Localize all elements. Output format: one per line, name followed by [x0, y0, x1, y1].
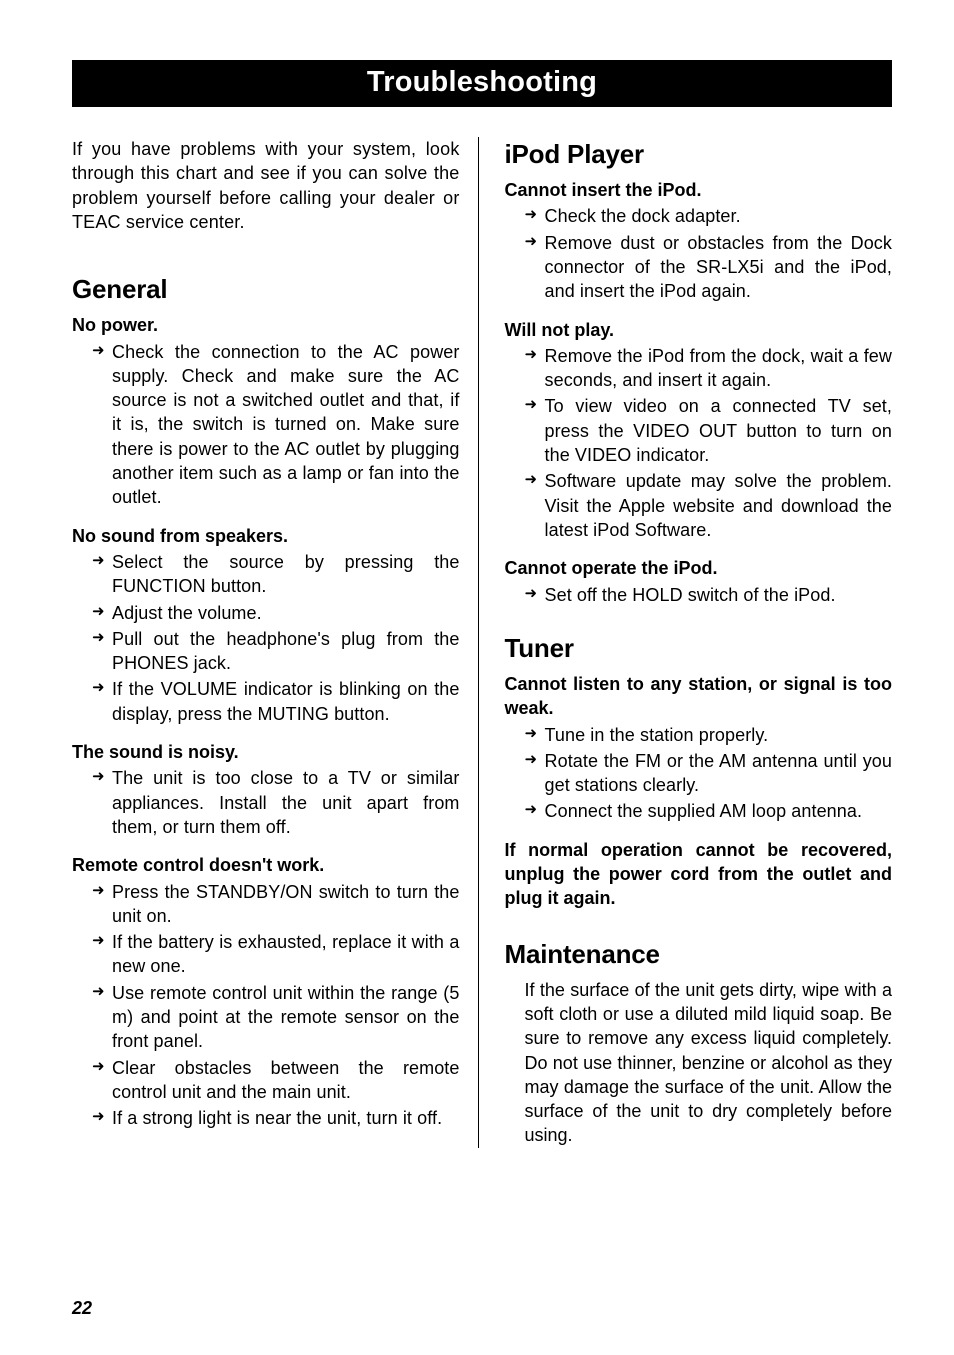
maintenance-body: If the surface of the unit gets dirty, w…	[505, 978, 893, 1148]
list-item: Software update may solve the problem. V…	[525, 469, 893, 542]
closing-note: If normal operation cannot be recovered,…	[505, 838, 893, 911]
list-item: Remove the iPod from the dock, wait a fe…	[525, 344, 893, 393]
intro-paragraph: If you have problems with your system, l…	[72, 137, 460, 234]
left-column: If you have problems with your system, l…	[72, 137, 479, 1148]
list-remote: Press the STANDBY/ON switch to turn the …	[72, 880, 460, 1131]
list-item: Press the STANDBY/ON switch to turn the …	[92, 880, 460, 929]
list-item: Connect the supplied AM loop antenna.	[525, 799, 893, 823]
list-noplay: Remove the iPod from the dock, wait a fe…	[505, 344, 893, 542]
list-item: Remove dust or obstacles from the Dock c…	[525, 231, 893, 304]
list-item: Select the source by pressing the FUNCTI…	[92, 550, 460, 599]
right-column: iPod Player Cannot insert the iPod. Chec…	[503, 137, 893, 1148]
sub-insert: Cannot insert the iPod.	[505, 178, 893, 202]
list-item: The unit is too close to a TV or similar…	[92, 766, 460, 839]
list-item: If the battery is exhausted, replace it …	[92, 930, 460, 979]
list-item: Rotate the FM or the AM antenna until yo…	[525, 749, 893, 798]
sub-operate: Cannot operate the iPod.	[505, 556, 893, 580]
list-item: Tune in the station properly.	[525, 723, 893, 747]
section-tuner-heading: Tuner	[505, 631, 893, 666]
sub-no-power: No power.	[72, 313, 460, 337]
page-title-bar: Troubleshooting	[72, 60, 892, 107]
sub-remote: Remote control doesn't work.	[72, 853, 460, 877]
list-item: Set off the HOLD switch of the iPod.	[525, 583, 893, 607]
section-ipod-heading: iPod Player	[505, 137, 893, 172]
list-noisy: The unit is too close to a TV or similar…	[72, 766, 460, 839]
content-columns: If you have problems with your system, l…	[72, 137, 892, 1148]
page-title: Troubleshooting	[367, 66, 597, 98]
list-item: Clear obstacles between the remote contr…	[92, 1056, 460, 1105]
section-general-heading: General	[72, 272, 460, 307]
sub-noisy: The sound is noisy.	[72, 740, 460, 764]
list-item: If a strong light is near the unit, turn…	[92, 1106, 460, 1130]
list-item: Use remote control unit within the range…	[92, 981, 460, 1054]
list-station: Tune in the station properly. Rotate the…	[505, 723, 893, 824]
sub-no-sound: No sound from speakers.	[72, 524, 460, 548]
list-no-power: Check the connection to the AC power sup…	[72, 340, 460, 510]
intro-text: If you have problems with your system, l…	[72, 137, 460, 234]
list-operate: Set off the HOLD switch of the iPod.	[505, 583, 893, 607]
sub-noplay: Will not play.	[505, 318, 893, 342]
sub-station: Cannot listen to any station, or signal …	[505, 672, 893, 721]
list-no-sound: Select the source by pressing the FUNCTI…	[72, 550, 460, 726]
list-item: Adjust the volume.	[92, 601, 460, 625]
list-item: To view video on a connected TV set, pre…	[525, 394, 893, 467]
page-number: 22	[72, 1298, 92, 1319]
section-maintenance-heading: Maintenance	[505, 937, 893, 972]
list-item: If the VOLUME indicator is blinking on t…	[92, 677, 460, 726]
list-insert: Check the dock adapter. Remove dust or o…	[505, 204, 893, 303]
list-item: Pull out the headphone's plug from the P…	[92, 627, 460, 676]
list-item: Check the connection to the AC power sup…	[92, 340, 460, 510]
list-item: Check the dock adapter.	[525, 204, 893, 228]
page: Troubleshooting If you have problems wit…	[0, 0, 954, 1355]
